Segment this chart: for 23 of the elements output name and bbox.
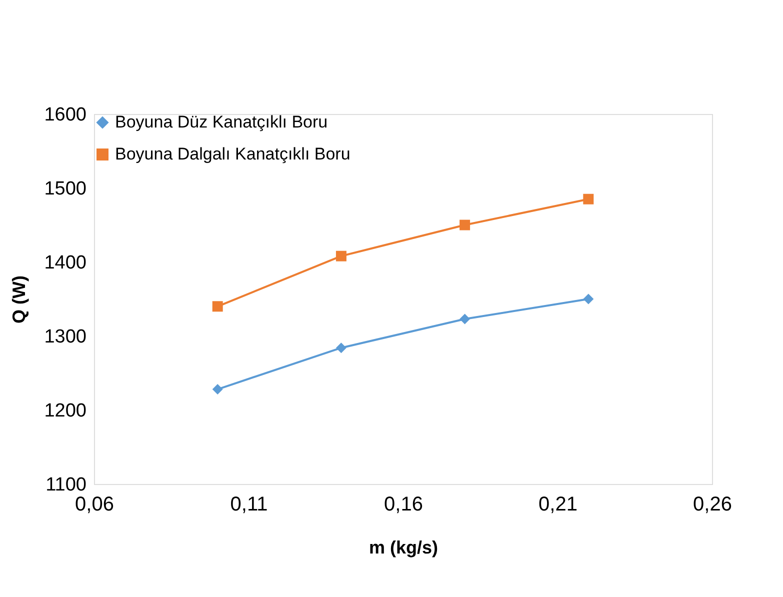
y-tick-label: 1100: [46, 474, 86, 496]
point: [583, 294, 594, 304]
x-axis-title: m (kg/s): [368, 538, 438, 558]
point: [212, 301, 223, 312]
point: [460, 220, 470, 230]
x-tick-label: 0,16: [384, 494, 423, 516]
y-axis-title: Q (W): [9, 276, 30, 324]
y-tick-label: 1400: [44, 252, 86, 274]
legend-label: Boyuna Düz Kanatçıklı Boru: [115, 112, 328, 132]
x-tick-label: 0,11: [230, 494, 268, 516]
y-tick-label: 1500: [44, 178, 86, 200]
x-tick-label: 0,26: [693, 494, 732, 516]
legend-label: Boyuna Dalgalı Kanatçıklı Boru: [115, 144, 350, 164]
point: [336, 342, 346, 354]
y-tick-label: 1300: [44, 326, 86, 348]
x-tick-label: 0,21: [538, 494, 578, 516]
point: [583, 194, 594, 204]
y-tick-label: 1600: [44, 104, 86, 126]
point: [336, 250, 346, 262]
point: [212, 384, 223, 395]
y-tick-label: 1200: [44, 400, 86, 422]
point: [460, 314, 470, 324]
x-tick-label: 0,06: [75, 494, 114, 516]
